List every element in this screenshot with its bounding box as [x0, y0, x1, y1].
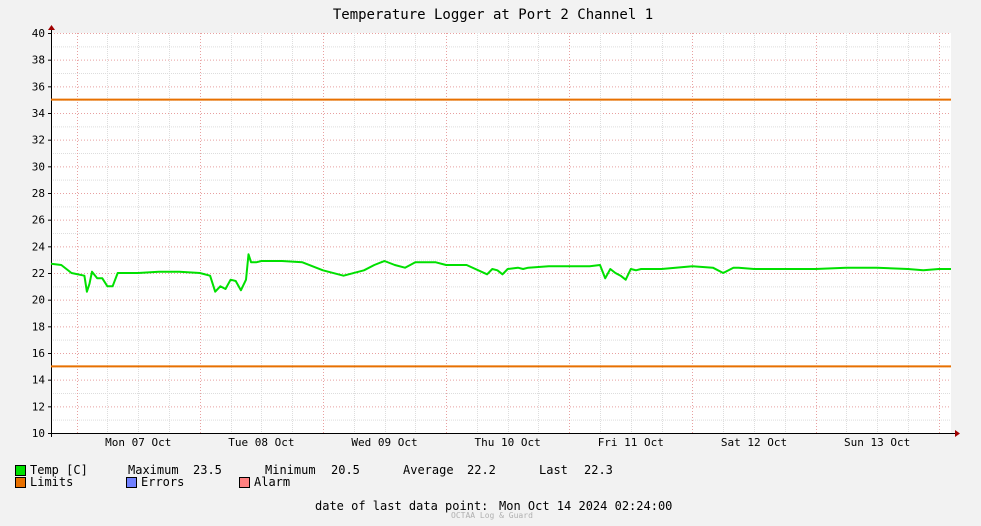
y-tick-label: 34 — [32, 107, 46, 120]
y-tick-label: 20 — [32, 294, 45, 307]
y-tick-label: 24 — [32, 240, 46, 253]
last-data-point-label: date of last data point: — [315, 499, 489, 513]
x-tick-label: Thu 10 Oct — [475, 436, 541, 449]
x-tick-label: Wed 09 Oct — [351, 436, 417, 449]
legend-maximum-label: Maximum — [128, 463, 179, 477]
legend-minimum-label: Minimum — [265, 463, 316, 477]
legend-alarm-label: Alarm — [254, 475, 291, 489]
y-tick-label: 14 — [32, 374, 46, 387]
y-axis-arrow — [48, 25, 55, 30]
legend-maximum-value: 23.5 — [193, 463, 222, 477]
chart-title: Temperature Logger at Port 2 Channel 1 — [333, 7, 653, 23]
y-tick-label: 38 — [32, 54, 45, 67]
x-tick-label: Sun 13 Oct — [844, 436, 910, 449]
x-tick-label: Mon 07 Oct — [105, 436, 171, 449]
watermark: OCTAA Log & Guard — [451, 511, 533, 520]
y-tick-label: 18 — [32, 320, 45, 333]
legend-last-value: 22.3 — [584, 463, 613, 477]
y-tick-label: 32 — [32, 134, 45, 147]
y-tick-label: 10 — [32, 427, 45, 440]
y-tick-label: 26 — [32, 214, 45, 227]
y-tick-label: 28 — [32, 187, 45, 200]
legend-errors-label: Errors — [141, 475, 185, 489]
errors-swatch — [126, 477, 137, 488]
legend-last-label: Last — [539, 463, 568, 477]
y-tick-label: 16 — [32, 347, 45, 360]
last-data-point-value: Mon Oct 14 2024 02:24:00 — [499, 499, 673, 513]
legend-average-value: 22.2 — [467, 463, 496, 477]
temp-swatch — [15, 465, 26, 476]
y-tick-label: 30 — [32, 160, 45, 173]
x-tick-label: Sat 12 Oct — [721, 436, 787, 449]
limits-swatch — [15, 477, 26, 488]
legend-temp-label: Temp [C] — [30, 463, 88, 477]
y-tick-label: 40 — [32, 27, 45, 40]
y-tick-label: 22 — [32, 267, 45, 280]
legend-minimum-value: 20.5 — [331, 463, 360, 477]
legend-average-label: Average — [403, 463, 454, 477]
x-tick-label: Tue 08 Oct — [228, 436, 294, 449]
alarm-swatch — [239, 477, 250, 488]
legend-limits-label: Limits — [30, 475, 74, 489]
temperature-series-line — [50, 253, 951, 293]
x-axis-arrow — [955, 430, 960, 437]
x-tick-label: Fri 11 Oct — [598, 436, 664, 449]
y-tick-label: 36 — [32, 80, 45, 93]
y-tick-label: 12 — [32, 400, 45, 413]
